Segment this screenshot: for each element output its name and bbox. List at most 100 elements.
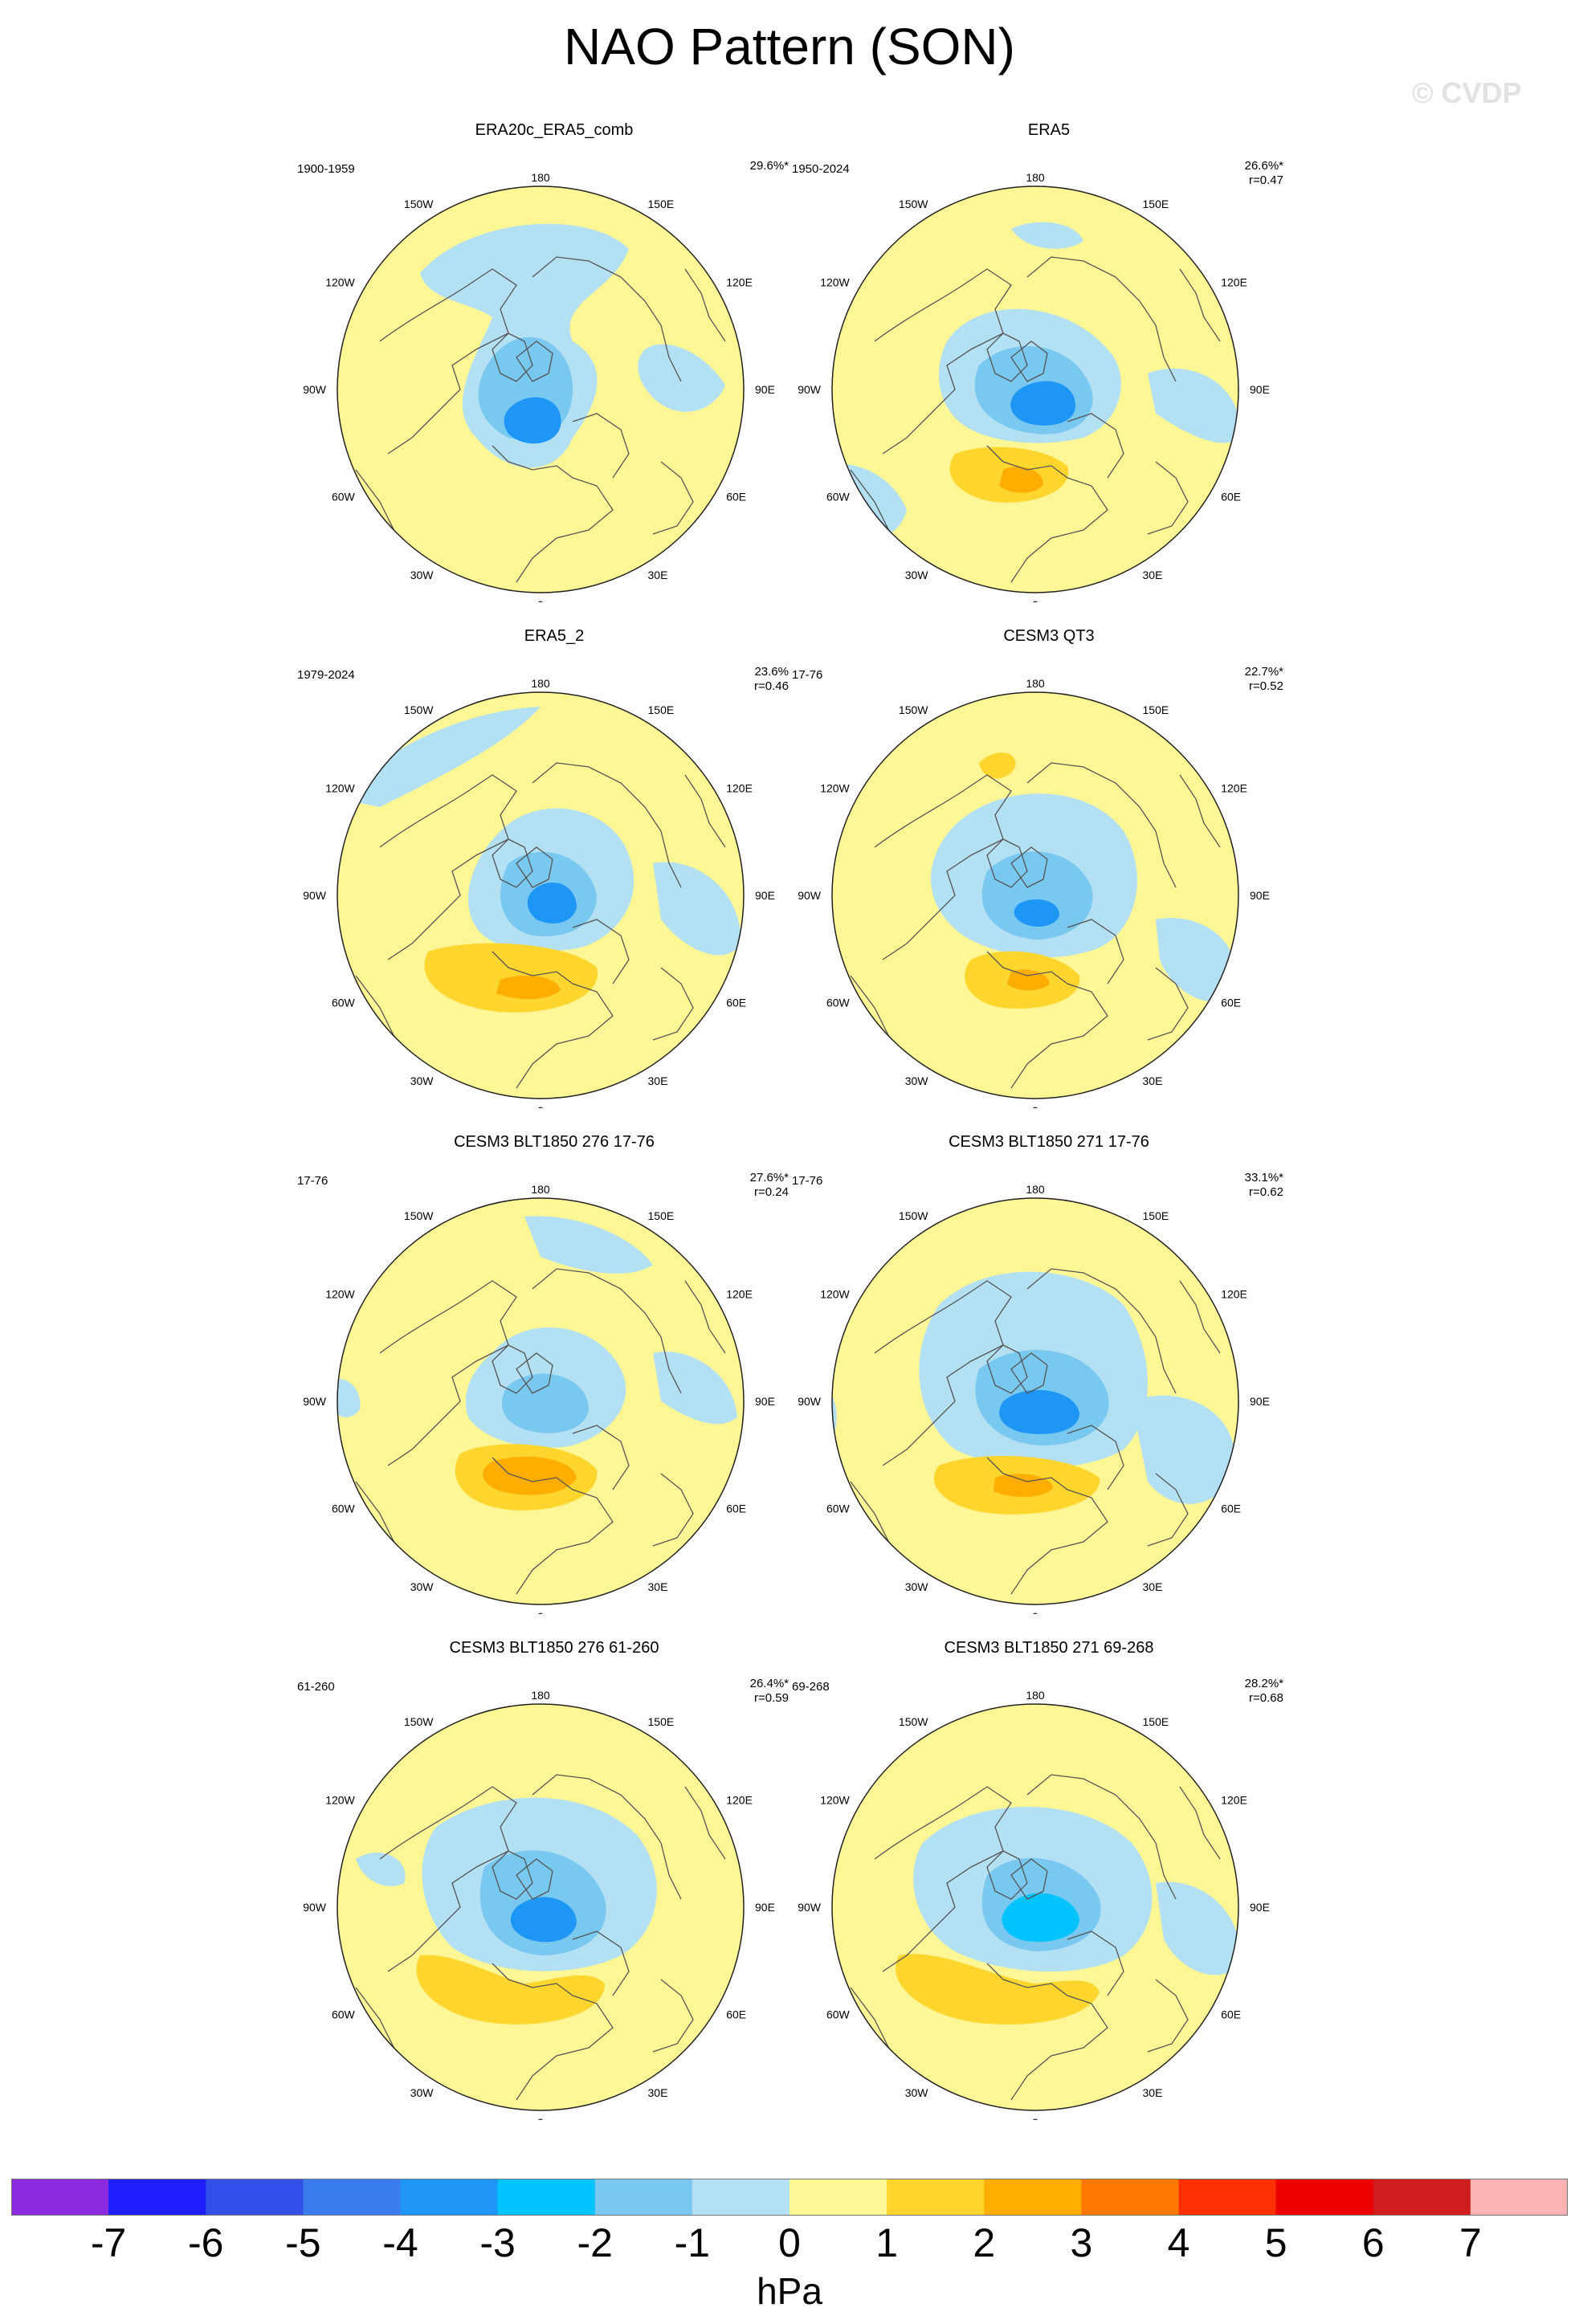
longitude-label: 30E [1143,569,1163,581]
longitude-label: 60W [332,2008,356,2021]
map-panel: 180 0 150W 120W 90W 60W 30W 150E 120E 90E 60E 30E ER… [792,120,1306,602]
panel-variance-percent: 26.6%* [1244,159,1283,173]
longitude-label: 90E [755,1395,775,1408]
coastline [986,1457,1108,1595]
longitude-label: 90W [303,1901,327,1914]
contour-region [638,344,725,412]
coastline [1067,1425,1124,1490]
longitude-label: 0 [537,1610,544,1614]
coastline [1026,1268,1177,1394]
longitude-label: 180 [1026,171,1045,184]
panel-period: 1900-1959 [297,162,355,176]
longitude-label: 30E [1143,1074,1163,1087]
coastline [684,774,726,848]
longitude-label: 120W [820,782,850,795]
longitude-label: 30W [410,1580,435,1593]
colorbar-tick-label: -4 [382,2220,418,2265]
coastline [986,332,1028,382]
map-boundary [337,186,745,593]
credit-watermark: © CVDP [1412,76,1522,109]
panel-period: 1950-2024 [792,162,850,176]
contour-region [653,1352,737,1425]
coastline [986,1344,1028,1394]
map-boundary [831,1197,1239,1605]
longitude-label: 0 [1032,1610,1038,1614]
colorbar-swatch [887,2179,985,2216]
panel-period: 1979-2024 [297,668,355,682]
panel-title: CESM3 BLT1850 271 17-76 [949,1133,1149,1151]
contour-region [896,1954,1100,2024]
coastline [492,332,533,382]
coastline [492,951,614,1089]
coastline [1026,1774,1177,1900]
longitude-label: 120W [325,1288,355,1301]
panel-variance-percent: 28.2%* [1244,1677,1283,1690]
contour-region [1014,899,1059,927]
map-panel: 180 0 150W 120W 90W 60W 30W 150E 120E 90E 60E 30E ER… [297,626,811,1108]
longitude-label: 150W [404,198,434,210]
longitude-label: 0 [1032,598,1038,602]
colorbar-tick-label: 0 [778,2220,801,2265]
polar-map: 180 0 150W 120W 90W 60W 30W 150E 120E 90E 60E 30E [303,677,775,1108]
longitude-label: 180 [1026,1183,1045,1196]
longitude-label: 90W [798,1901,822,1914]
panel-correlation: r=0.68 [1249,1691,1283,1705]
colorbar-swatch [108,2179,206,2216]
longitude-label: 90W [798,889,822,902]
panel-period: 17-76 [297,1174,328,1188]
coastline [516,1352,553,1394]
coastline [1026,762,1177,888]
contour-region [1011,222,1083,249]
coastline [1010,340,1048,382]
coastline [572,1425,630,1490]
coastline [572,413,630,479]
contour-region [527,883,577,923]
longitude-label: 60W [826,2008,851,2021]
panel-period: 17-76 [792,668,823,682]
colorbar-frame [11,2179,1568,2216]
contour-region [356,1852,406,1886]
coastline [652,1979,694,2053]
longitude-label: 60W [332,997,356,1009]
colorbar-tick-label: 4 [1167,2220,1190,2265]
longitude-label: 90E [1250,383,1270,396]
contour-region [436,446,484,511]
map-boundary [831,1703,1239,2111]
longitude-label: 90E [755,889,775,902]
longitude-label: 30W [905,569,929,581]
panel-title: ERA20c_ERA5_comb [475,121,634,139]
longitude-label: 150E [1143,703,1169,716]
colorbar-swatch [790,2179,887,2216]
coastline [532,256,682,382]
longitude-label: 180 [1026,677,1045,690]
contour-region [1156,918,1238,1002]
coastline [532,762,682,888]
coastline [1067,919,1124,985]
longitude-label: 30W [410,1074,435,1087]
longitude-label: 30W [410,569,435,581]
longitude-label: 60E [726,997,746,1009]
longitude-label: 60E [1221,1502,1241,1515]
panel-correlation: r=0.59 [754,1691,789,1705]
longitude-label: 150W [404,703,434,716]
contour-region [981,851,1093,940]
coastline [492,1344,533,1394]
longitude-label: 0 [537,1104,544,1108]
coastline [1067,1931,1124,1996]
longitude-label: 150E [648,198,675,210]
colorbar-swatch [1373,2179,1471,2216]
longitude-label: 60E [726,1502,746,1515]
longitude-label: 150W [404,1715,434,1728]
longitude-label: 180 [531,1689,550,1702]
colorbar-tick-label: 7 [1459,2220,1482,2265]
polar-map: 180 0 150W 120W 90W 60W 30W 150E 120E 90E 60E 30E [303,1183,775,1614]
panel-period: 17-76 [792,1174,823,1188]
coastline [1147,1473,1189,1547]
longitude-label: 120E [726,1794,753,1807]
longitude-label: 180 [1026,1689,1045,1702]
longitude-label: 180 [531,1183,550,1196]
coastline [874,774,1012,960]
longitude-label: 120W [820,1794,850,1807]
longitude-label: 120E [1221,1288,1247,1301]
longitude-label: 90W [303,889,327,902]
